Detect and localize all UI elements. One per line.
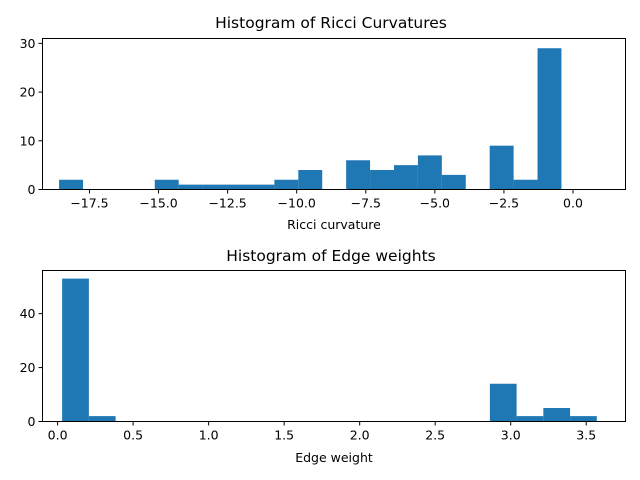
ricci-bar-9 bbox=[274, 179, 299, 190]
ricci-histogram-panel: Histogram of Ricci Curvatures −17.5 −15.0… bbox=[20, 14, 626, 232]
ricci-x-tick-label-2: −12.5 bbox=[208, 196, 246, 211]
edge-weight-y-tick-label-0: 0 bbox=[28, 414, 36, 429]
edge-weight-x-tick-label-3: 1.5 bbox=[274, 428, 294, 443]
ricci-x-tick-label-3: −10.0 bbox=[278, 196, 316, 211]
ricci-y-tick-label-2: 20 bbox=[20, 85, 36, 100]
ricci-bars bbox=[59, 48, 562, 190]
edge-weight-bar-18 bbox=[543, 408, 571, 422]
edge-weight-x-tick-label-7: 3.5 bbox=[576, 428, 596, 443]
edge-weight-bar-17 bbox=[516, 416, 544, 422]
edge-weight-bar-1 bbox=[88, 416, 116, 422]
edge-weight-x-tick-label-6: 3.0 bbox=[501, 428, 521, 443]
ricci-bar-13 bbox=[370, 170, 394, 190]
ricci-x-axis: −17.5 −15.0 −12.5 −10.0 −7.5 −5.0 −2.5 0.0 bbox=[70, 189, 583, 211]
edge-weight-x-tick-label-5: 2.5 bbox=[425, 428, 445, 443]
ricci-bar-16 bbox=[441, 174, 466, 190]
ricci-bar-0 bbox=[59, 179, 84, 190]
ricci-x-tick-label-5: −5.0 bbox=[420, 196, 450, 211]
ricci-bar-14 bbox=[393, 165, 418, 190]
ricci-bar-4 bbox=[154, 179, 179, 190]
edge-weight-bar-16 bbox=[489, 383, 517, 422]
edge-weight-y-axis: 0 20 40 bbox=[20, 306, 43, 429]
ricci-x-tick-label-7: 0.0 bbox=[563, 196, 583, 211]
ricci-bar-8 bbox=[250, 184, 275, 190]
ricci-bar-15 bbox=[417, 155, 442, 190]
edge-weight-plot-frame bbox=[42, 270, 626, 422]
ricci-x-tick-label-4: −7.5 bbox=[351, 196, 381, 211]
ricci-x-tick-label-0: −17.5 bbox=[70, 196, 108, 211]
edge-weight-x-axis: 0.0 0.5 1.0 1.5 2.0 2.5 3.0 3.5 bbox=[48, 421, 596, 443]
ricci-bar-12 bbox=[346, 160, 371, 190]
edge-weight-x-axis-label: Edge weight bbox=[295, 450, 373, 465]
ricci-plot-frame bbox=[42, 38, 626, 190]
edge-weight-x-tick-label-0: 0.0 bbox=[48, 428, 68, 443]
ricci-chart-title: Histogram of Ricci Curvatures bbox=[215, 14, 447, 32]
edge-weight-bars bbox=[62, 278, 597, 422]
edge-weight-histogram-panel: Histogram of Edge weights 0.0 0.5 1.0 1.5 2.… bbox=[20, 247, 626, 465]
ricci-bar-7 bbox=[226, 184, 251, 190]
edge-weight-bar-19 bbox=[570, 416, 597, 422]
edge-weight-y-tick-label-2: 40 bbox=[20, 306, 36, 321]
edge-weight-x-tick-label-2: 1.0 bbox=[199, 428, 219, 443]
ricci-bar-5 bbox=[178, 184, 203, 190]
edge-weight-bar-0 bbox=[62, 278, 89, 422]
edge-weight-chart-title: Histogram of Edge weights bbox=[226, 247, 435, 265]
ricci-y-axis: 0 10 20 30 bbox=[20, 36, 43, 197]
ricci-bar-19 bbox=[513, 179, 538, 190]
ricci-y-tick-label-0: 0 bbox=[28, 182, 36, 197]
ricci-bar-20 bbox=[537, 48, 562, 190]
ricci-bar-18 bbox=[489, 145, 514, 190]
ricci-x-tick-label-1: −15.0 bbox=[139, 196, 177, 211]
ricci-bar-10 bbox=[298, 170, 323, 190]
edge-weight-x-tick-label-4: 2.0 bbox=[350, 428, 370, 443]
ricci-bar-6 bbox=[202, 184, 227, 190]
ricci-y-tick-label-1: 10 bbox=[20, 133, 36, 148]
ricci-x-axis-label: Ricci curvature bbox=[287, 217, 381, 232]
ricci-x-tick-label-6: −2.5 bbox=[489, 196, 519, 211]
edge-weight-y-tick-label-1: 20 bbox=[20, 360, 36, 375]
edge-weight-x-tick-label-1: 0.5 bbox=[123, 428, 143, 443]
ricci-y-tick-label-3: 30 bbox=[20, 36, 36, 51]
